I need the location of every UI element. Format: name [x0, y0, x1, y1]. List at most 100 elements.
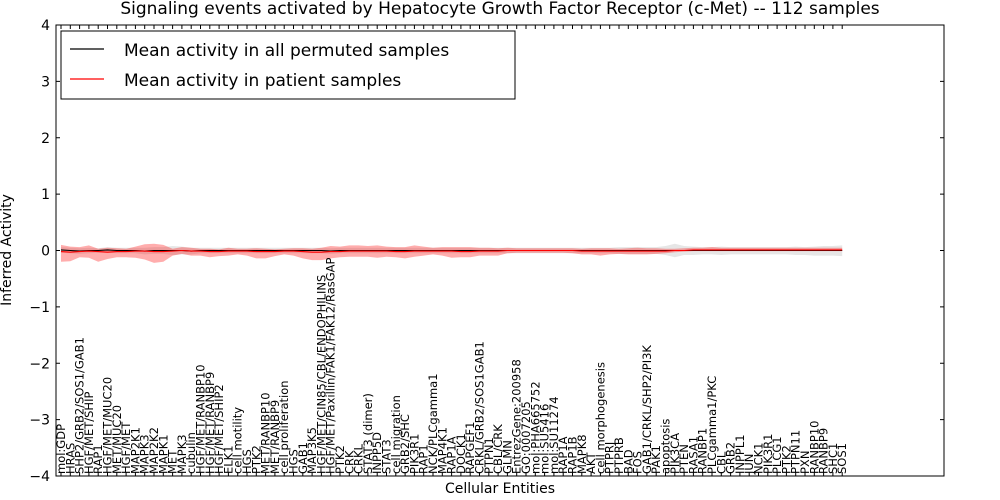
x-tick-label: HGF/MET/SHIP [82, 392, 96, 474]
x-tick-label: DOCK1 [454, 433, 468, 474]
x-axis-label: Cellular Entities [445, 481, 555, 497]
y-axis: −4 −3 −2 −1 0 1 2 3 4 [29, 18, 944, 485]
x-tick-label: RAP1A [445, 436, 459, 474]
y-tick-label: −4 [29, 469, 50, 485]
y-tick-label: 3 [41, 74, 50, 90]
x-tick-label: RAP1 [91, 444, 105, 474]
x-tick-label: INPPL1 [733, 434, 747, 474]
x-tick-label: FOS [631, 451, 645, 474]
x-tick-label: HGF/MET/RANBP9 [203, 372, 217, 474]
y-tick-label: −2 [29, 356, 50, 372]
x-tick-label: RANBP10 [807, 421, 821, 474]
x-tick-label: GAB1/CRKL/SHP2/PI3K [640, 345, 654, 474]
x-tick-label: HGS [240, 449, 254, 474]
x-tick-label: RAP1 [417, 444, 431, 474]
x-tick-label: cell migration [389, 395, 403, 474]
x-tick-label: HGF/MET/SHIP2 [212, 384, 226, 474]
x-tick-label: HGS [287, 449, 301, 474]
x-tick-label: NCK/PLCgamma1 [426, 373, 440, 474]
x-tick-label: MET/RANBP9 [268, 400, 282, 474]
x-tick-label: PTK2 [333, 445, 347, 474]
x-tick-label: PTPRJ [603, 442, 617, 474]
x-tick-label: GRB2 [724, 442, 738, 474]
x-tick-label: GO:0007205 [519, 401, 533, 474]
x-tick-label: SOS1 [835, 443, 849, 474]
x-tick-label: PXN [798, 451, 812, 474]
x-tick-label: STAT3 (dimer) [361, 393, 375, 474]
x-tick-label: PLCG1 [770, 436, 784, 474]
x-tick-label: RAPGEF1 [463, 422, 477, 474]
x-tick-label: MAP2K1 [128, 427, 142, 474]
x-tick-label: PIK3R1 [761, 434, 775, 475]
x-tick-label: RAP1B [566, 436, 580, 474]
series-line-patient [60, 249, 843, 253]
x-tick-label: AKT [584, 451, 598, 474]
x-tick-label: SHC1 [826, 443, 840, 474]
x-tick-label: cell motility [231, 407, 245, 474]
x-tick-label: mol:SU11274 [547, 396, 561, 474]
legend-label-patient: Mean activity in patient samples [124, 71, 401, 91]
x-tick-label: PTK2 [779, 445, 793, 474]
x-tick-label: RANBP1 [696, 428, 710, 474]
x-tick-label: HGF/MET/CIN85/CBL/ENDOPHILINS [314, 275, 328, 474]
x-tick-label: cell morphogenesis [593, 362, 607, 474]
x-tick-label: cubulin [184, 432, 198, 474]
x-tick-label: mol:GDP [54, 424, 68, 474]
x-tick-label: JUN [742, 454, 756, 475]
legend-box [60, 30, 516, 100]
x-tick-label: RAP1A [556, 436, 570, 474]
x-tick-label: MAPK3 [175, 434, 189, 474]
x-tick-label: CRKL [352, 443, 366, 474]
x-tick-label: HGF/MET/Paxillin/FAK1/FAK12/RasGAP [324, 257, 338, 474]
x-tick-label: PTK2 [249, 445, 263, 474]
x-tick-label: MET [166, 449, 180, 474]
x-axis: mol:GDPHRASSHP2/GRB2/SOS1/GAB1HGF/MET/SH… [54, 25, 849, 476]
x-tick-label: PTEN [677, 444, 691, 474]
x-tick-label: PAK1 [649, 445, 663, 474]
y-tick-label: −3 [29, 413, 50, 429]
x-tick-label: GLMN [500, 440, 514, 474]
x-tick-label: MET/RANBP10 [259, 392, 273, 474]
x-tick-label: MAPK1 [156, 434, 170, 474]
x-tick-label: PTPN1 [482, 437, 496, 474]
x-tick-label: STAT3 [380, 439, 394, 474]
x-tick-label: NCK1 [752, 443, 766, 475]
legend-label-permuted: Mean activity in all permuted samples [124, 41, 449, 61]
x-tick-label: MAP2K2 [147, 427, 161, 474]
x-tick-label: CBL [714, 451, 728, 474]
y-tick-label: 0 [41, 244, 50, 260]
x-tick-label: CBL/CRK [491, 424, 505, 474]
x-tick-label: HGF/MET [119, 421, 133, 474]
band-patient [61, 243, 843, 263]
x-tick-label: PTPN11 [789, 430, 803, 474]
x-tick-label: GAB1 [296, 442, 310, 474]
x-tick-label: mol:SU5416 [538, 404, 552, 474]
x-tick-label: CRKL/GRB2/SOS1GAB1 [473, 341, 487, 474]
x-tick-label: HGF/MET/RANBP10 [194, 364, 208, 474]
series-lines [60, 249, 843, 253]
x-tick-label: SHP2/GRB2/SOS1/GAB1 [73, 337, 87, 474]
x-tick-label: apoptosis [659, 419, 673, 474]
x-tick-label: PLCgamma1/PKC [705, 376, 719, 474]
x-tick-label: HGF/MET/MUC20 [101, 377, 115, 474]
x-tick-label: mol:PHA665752 [528, 381, 542, 474]
x-tick-label: RANBP9 [817, 428, 831, 474]
x-tick-label: MET/MUC20 [110, 405, 124, 474]
legend: Mean activity in all permuted samples Me… [60, 30, 516, 100]
x-tick-label: MAP4K1 [435, 427, 449, 474]
y-tick-label: 4 [41, 18, 50, 34]
x-tick-label: CRK [342, 450, 356, 474]
x-tick-label: BAD [621, 449, 635, 474]
x-tick-label: PTPRB [612, 437, 626, 474]
chart-title: Signaling events activated by Hepatocyte… [120, 0, 879, 19]
x-tick-label: MAPK8 [575, 434, 589, 474]
x-tick-label: HRAS [63, 443, 77, 474]
y-tick-label: 1 [41, 187, 50, 203]
x-tick-label: MAP3K5 [305, 427, 319, 474]
y-tick-label: 2 [41, 131, 50, 147]
x-tick-label: ELK1 [221, 445, 235, 474]
x-tick-label: cell proliferation [277, 380, 291, 474]
x-tick-label: EntrezGene:200958 [510, 359, 524, 474]
y-axis-label: Inferred Activity [0, 194, 15, 306]
